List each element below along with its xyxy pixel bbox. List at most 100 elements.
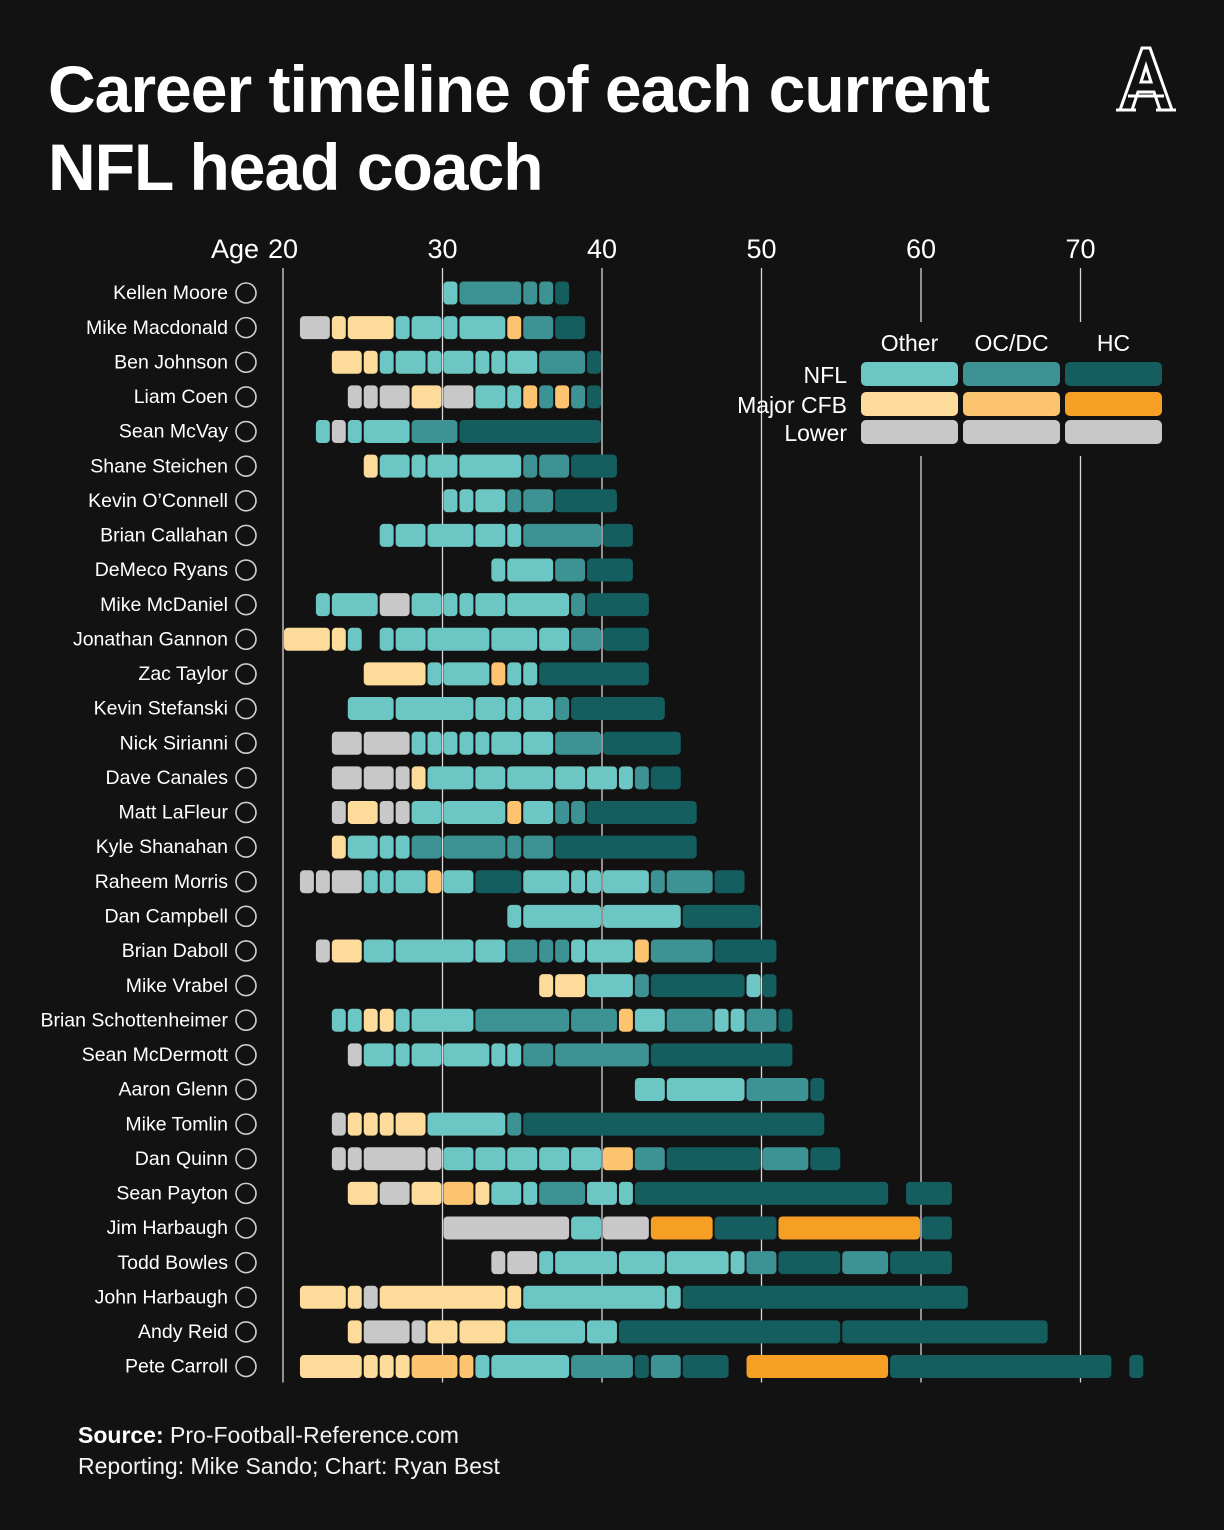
timeline-segment [587,385,601,409]
timeline-segment [603,1147,633,1171]
timeline-segment [363,1043,394,1067]
timeline-segment [427,523,474,547]
timeline-segment [395,835,410,859]
timeline-segment [411,316,442,340]
credits-line: Reporting: Mike Sando; Chart: Ryan Best [78,1453,500,1479]
timeline-segment [459,281,522,305]
timeline-segment [539,627,570,651]
jaguars-logo-icon [235,386,257,408]
timeline-segment [379,870,394,894]
timeline-segment [475,1181,490,1205]
timeline-segment [363,350,378,374]
timeline-segment [331,835,346,859]
legend-row-label: Lower [784,420,847,446]
timeline-segment [890,1251,952,1275]
timeline-segment [491,627,538,651]
timeline-segment [634,939,649,963]
packers-logo-icon [235,801,257,824]
timeline-segment [347,1147,362,1171]
timeline-segment [363,385,378,409]
timeline-segment [475,1008,570,1032]
panthers-logo-icon [235,767,257,789]
timeline-segment [507,766,554,790]
timeline-segment [331,316,346,340]
timeline-segment [507,1147,538,1171]
timeline-segment [507,593,570,617]
legend-row-label: NFL [804,362,848,388]
timeline-segment [427,627,490,651]
timeline-segment [459,420,601,444]
timeline-segment [443,662,490,686]
timeline-segment [778,1251,841,1275]
timeline-segment [315,593,330,617]
patriots-logo-icon [235,974,257,997]
timeline-segment [331,731,362,755]
timeline-segment [411,731,426,755]
timeline-segment [507,835,522,859]
timeline-segment [459,593,474,617]
timeline-segment [411,593,442,617]
timeline-segment [315,420,330,444]
timeline-segment [555,800,570,824]
timeline-segment [523,489,554,513]
timeline-segment [778,1216,920,1240]
coach-name: Mike McDaniel [100,594,228,616]
timeline-segment [523,697,554,721]
timeline-segment [363,1112,378,1136]
jets-logo-icon [235,1078,257,1101]
timeline-segment [523,316,554,340]
timeline-segment [842,1251,889,1275]
broncos-logo-icon [235,1182,257,1205]
timeline-segment [459,731,474,755]
timeline-segment [347,1181,378,1205]
timeline-segment [539,281,554,305]
timeline-segment [523,1181,538,1205]
timeline-segment [395,627,426,651]
timeline-segment [603,870,649,894]
timeline-segment [475,489,506,513]
timeline-segment [395,316,410,340]
timeline-segment [650,1043,793,1067]
timeline-segment [555,316,586,340]
coach-name: Sean McVay [119,421,228,443]
cardinals-logo-icon [235,628,257,651]
timeline-segment [555,281,570,305]
timeline-segment [411,420,458,444]
timeline-segment [411,835,442,859]
legend-column-label: HC [1097,330,1130,356]
chargers-logo-icon [235,1217,257,1239]
timeline-segment [523,662,538,686]
timeline-segment [666,1285,681,1309]
timeline-segment [411,1008,474,1032]
timeline-segment [379,385,410,409]
the-athletic-logo-icon [1116,46,1176,112]
bills-logo-icon [235,1044,257,1066]
timeline-segment [379,593,410,617]
timeline-segment [331,350,362,374]
timeline-segment [587,870,601,894]
timeline-segment [523,800,554,824]
timeline-segment [587,800,697,824]
timeline-segment [315,870,330,894]
timeline-segment [507,316,522,340]
timeline-segment [379,1008,394,1032]
timeline-segment [746,1077,809,1101]
timeline-segment [331,800,346,824]
falcons-logo-icon [235,870,257,893]
timeline-segment [523,523,601,547]
timeline-segment [411,454,426,478]
timeline-segment [491,1251,506,1275]
timeline-segment [682,904,761,928]
timeline-segment [443,385,474,409]
timeline-segment [555,558,586,582]
raiders-logo-icon [235,1355,257,1378]
timeline-segment [475,766,506,790]
timeline-segment [331,1112,346,1136]
timeline-segment [634,974,649,998]
timeline-segment [491,350,506,374]
timeline-segment [395,766,410,790]
timeline-segment [363,870,378,894]
timeline-segment [555,835,697,859]
timeline-segment [379,1181,410,1205]
